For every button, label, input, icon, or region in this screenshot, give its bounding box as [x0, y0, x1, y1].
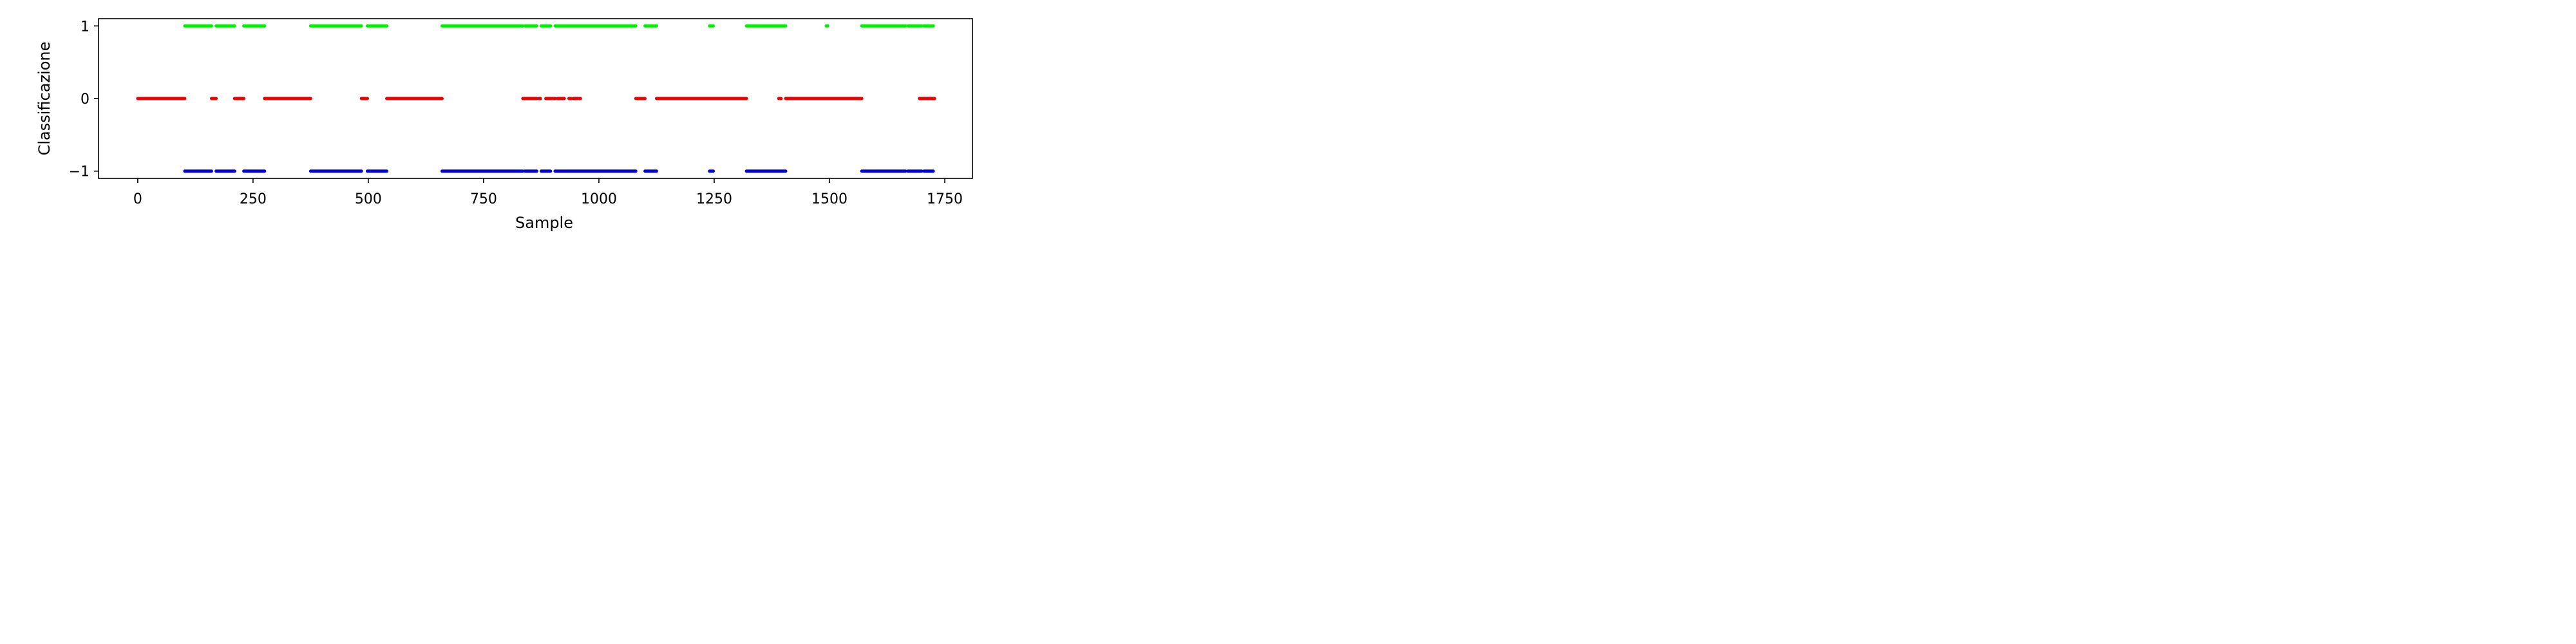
- x-axis-label: Sample: [515, 214, 573, 232]
- x-tick-label-0: 0: [133, 191, 142, 207]
- x-tick-label-5: 1250: [696, 191, 732, 207]
- x-tick-label-1: 250: [240, 191, 267, 207]
- y-axis-label: Classificazione: [35, 42, 53, 156]
- x-tick-label-3: 750: [470, 191, 497, 207]
- y-axis: −1 0 1: [69, 19, 99, 180]
- x-tick-label-6: 1500: [811, 191, 848, 207]
- x-axis: 0 250 500 750 1000 1250 1500 1750: [133, 178, 963, 207]
- x-tick-label-2: 500: [355, 191, 382, 207]
- x-tick-label-4: 1000: [581, 191, 617, 207]
- data-points: [136, 24, 936, 173]
- x-tick-label-7: 1750: [927, 191, 963, 207]
- y-tick-label-1: 0: [80, 91, 90, 108]
- y-tick-label-0: −1: [69, 164, 90, 180]
- y-tick-label-2: 1: [80, 19, 90, 35]
- classification-chart: 0 250 500 750 1000 1250 1500 1750 −1 0 1 Sample C…: [35, 18, 973, 232]
